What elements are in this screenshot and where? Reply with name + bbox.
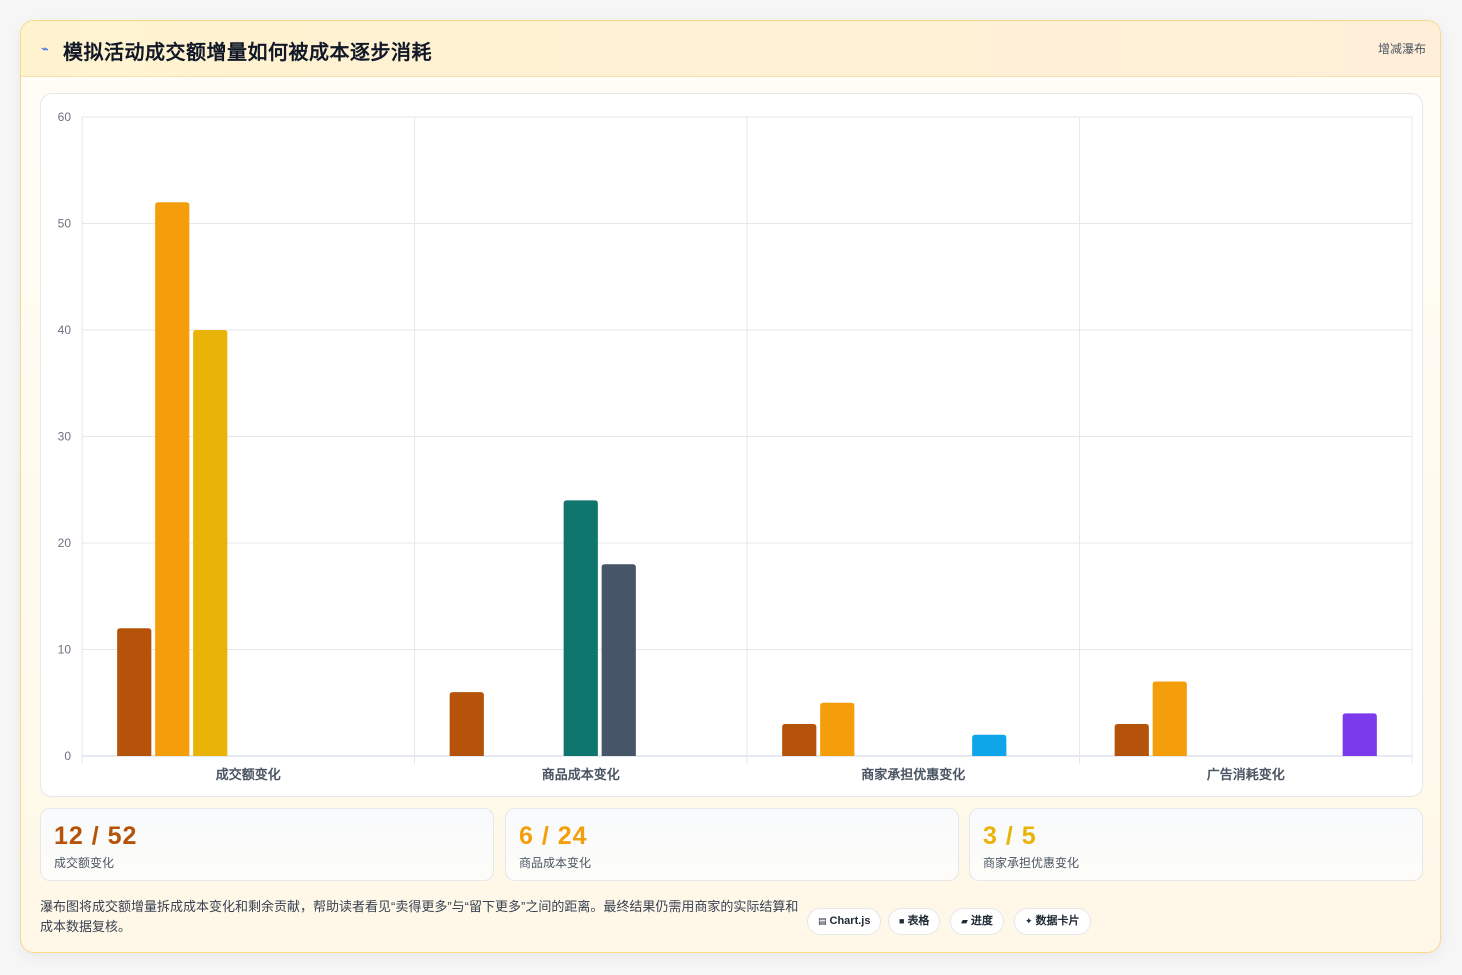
progress-icon: ▰ [961,916,968,926]
chart-type-tag: 增减瀑布 [1377,42,1426,56]
bar-chart: 0 10 20 30 40 50 60 成交额变化 商品成本变化 商家承担优惠变化 广告消耗变化 [58,110,1413,782]
stat-card-product-cost: 6 / 24 商品成本变化 [505,808,959,881]
chip-progress[interactable]: ▰ 进度 [950,908,1004,935]
chip-label: 表格 [907,915,930,927]
page-title: 模拟活动成交额增量如何被成本逐步消耗 [63,42,432,64]
bar [601,564,636,756]
chip-label: 进度 [970,915,993,927]
stat-card-sales: 12 / 52 成交额变化 [40,808,494,881]
y-tick-label: 10 [58,643,72,657]
y-tick-label: 60 [58,110,72,124]
bar [820,702,855,756]
stat-value: 12 / 52 [54,822,138,850]
stat-card-merchant-discount: 3 / 5 商家承担优惠变化 [969,808,1423,881]
bar [193,330,228,756]
stat-label: 成交额变化 [54,856,115,870]
bar [1342,713,1377,756]
bar [117,628,152,756]
sparkle-icon: ✦ [1025,916,1033,926]
bar [563,500,598,756]
chip-data-card[interactable]: ✦ 数据卡片 [1014,908,1091,935]
stat-label: 商品成本变化 [519,856,592,870]
stat-value: 6 / 24 [519,822,588,850]
chart-note: 瀑布图将成交额增量拆成成本变化和剩余贡献，帮助读者看见“卖得更多”与“留下更多”… [40,899,799,934]
x-tick-label: 成交额变化 [216,767,281,782]
x-tick-label: 商品成本变化 [542,767,620,782]
y-tick-label: 30 [58,430,72,444]
bar [155,202,190,756]
chip-chartjs[interactable]: ▤ Chart.js [807,908,882,935]
y-tick-label: 50 [58,217,72,231]
y-tick-label: 40 [58,323,72,337]
bar [1152,681,1187,756]
table-icon: ■ [899,916,905,926]
chip-label: Chart.js [829,915,871,927]
chart-lib-icon: ▤ [818,916,827,926]
trend-icon: ⌁ [41,41,49,56]
stat-value: 3 / 5 [983,822,1037,850]
bar [449,692,484,756]
y-tick-label: 20 [58,536,72,550]
chart-panel: 0 10 20 30 40 50 60 成交额变化 商品成本变化 商家承担优惠变化 广告消耗变化 [40,93,1423,797]
x-tick-label: 广告消耗变化 [1207,767,1285,782]
bar [972,734,1007,756]
chip-label: 数据卡片 [1035,915,1080,927]
y-tick-label: 0 [64,749,71,763]
chip-table[interactable]: ■ 表格 [888,908,941,935]
bar [782,724,817,756]
stat-label: 商家承担优惠变化 [983,856,1080,870]
dashboard-card: ⌁ 模拟活动成交额增量如何被成本逐步消耗 增减瀑布 0 10 20 30 40 50 60 成… [20,20,1441,953]
bar [1114,724,1149,756]
x-tick-label: 商家承担优惠变化 [861,767,965,782]
card-header: ⌁ 模拟活动成交额增量如何被成本逐步消耗 增减瀑布 [21,21,1440,77]
